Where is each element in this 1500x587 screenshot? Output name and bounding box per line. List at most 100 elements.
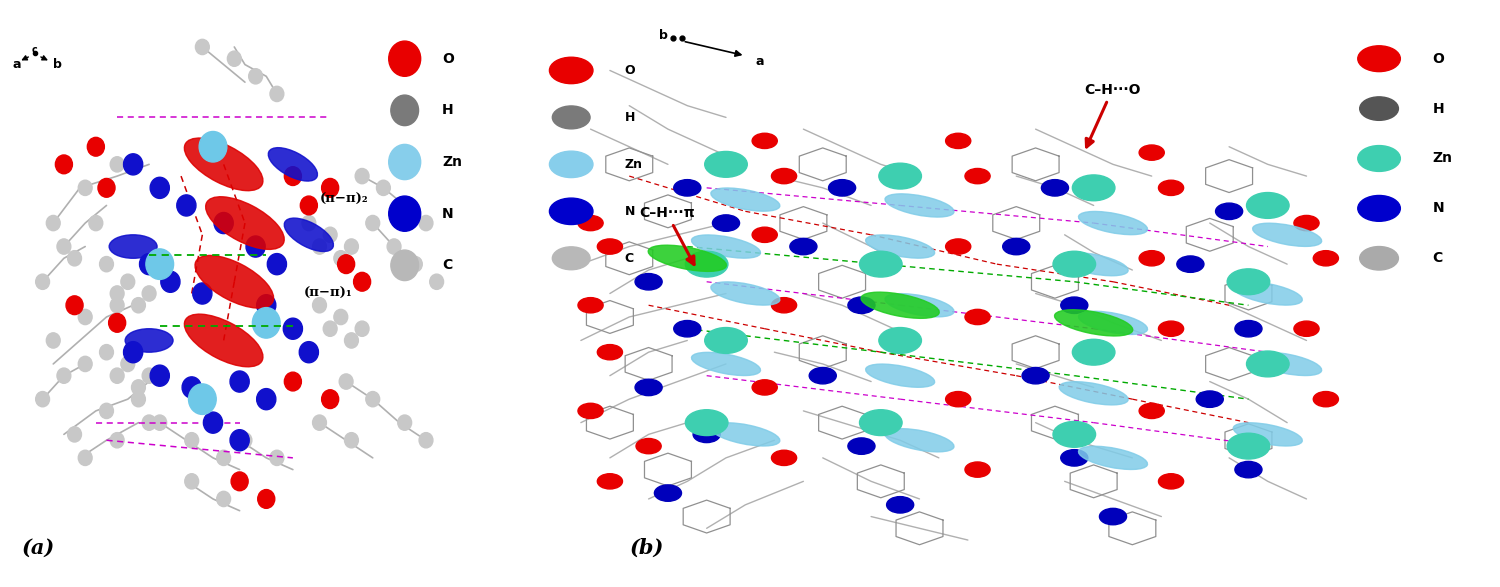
Circle shape: [356, 168, 369, 184]
Circle shape: [78, 180, 92, 195]
Circle shape: [1227, 269, 1269, 295]
Circle shape: [674, 321, 700, 337]
Circle shape: [230, 371, 249, 392]
Circle shape: [366, 215, 380, 231]
Circle shape: [419, 433, 434, 448]
Circle shape: [142, 368, 156, 383]
Circle shape: [549, 151, 592, 178]
Circle shape: [1053, 251, 1095, 277]
Circle shape: [654, 485, 681, 501]
Text: H: H: [624, 111, 634, 124]
Ellipse shape: [692, 235, 760, 258]
Circle shape: [36, 392, 50, 407]
Circle shape: [945, 133, 970, 149]
Circle shape: [354, 272, 370, 291]
Circle shape: [1246, 351, 1288, 377]
Ellipse shape: [885, 294, 954, 317]
Ellipse shape: [1054, 310, 1132, 336]
Circle shape: [312, 298, 327, 313]
Circle shape: [419, 215, 434, 231]
Circle shape: [99, 345, 114, 360]
Circle shape: [68, 251, 81, 266]
Ellipse shape: [1252, 223, 1322, 247]
Circle shape: [231, 472, 248, 491]
Circle shape: [847, 438, 874, 454]
Circle shape: [859, 410, 901, 436]
Circle shape: [1215, 203, 1242, 220]
Circle shape: [1359, 97, 1398, 120]
Circle shape: [376, 180, 390, 195]
Text: N: N: [624, 205, 634, 218]
Circle shape: [177, 195, 197, 216]
Ellipse shape: [865, 235, 934, 258]
Circle shape: [246, 236, 266, 257]
Circle shape: [132, 392, 146, 407]
Circle shape: [1060, 450, 1088, 466]
Text: a: a: [754, 55, 764, 68]
Circle shape: [108, 313, 126, 332]
Circle shape: [66, 296, 82, 315]
Circle shape: [945, 392, 970, 407]
Ellipse shape: [184, 138, 262, 191]
Circle shape: [429, 274, 444, 289]
Text: Zn: Zn: [442, 155, 462, 169]
Circle shape: [110, 286, 125, 301]
Circle shape: [256, 295, 276, 316]
Circle shape: [321, 390, 339, 409]
Text: N: N: [442, 207, 453, 221]
Ellipse shape: [861, 292, 939, 318]
Circle shape: [322, 321, 338, 336]
Circle shape: [270, 450, 284, 465]
Circle shape: [146, 249, 174, 279]
Circle shape: [132, 298, 146, 313]
Circle shape: [964, 462, 990, 477]
Circle shape: [184, 474, 198, 489]
Circle shape: [1246, 193, 1288, 218]
Ellipse shape: [110, 235, 158, 258]
Circle shape: [674, 180, 700, 196]
Ellipse shape: [1233, 423, 1302, 446]
Ellipse shape: [865, 364, 934, 387]
Circle shape: [636, 438, 662, 454]
Circle shape: [345, 433, 358, 448]
Circle shape: [110, 298, 125, 313]
Circle shape: [847, 297, 874, 313]
Ellipse shape: [1078, 311, 1148, 335]
Ellipse shape: [692, 352, 760, 376]
Circle shape: [345, 333, 358, 348]
Circle shape: [752, 133, 777, 149]
Circle shape: [160, 271, 180, 292]
Ellipse shape: [885, 194, 954, 217]
Circle shape: [238, 433, 252, 448]
Circle shape: [686, 251, 728, 277]
Circle shape: [693, 426, 720, 443]
Circle shape: [285, 372, 302, 391]
Circle shape: [392, 95, 418, 126]
Circle shape: [270, 86, 284, 102]
Circle shape: [771, 298, 796, 313]
Circle shape: [99, 257, 114, 272]
Circle shape: [302, 215, 316, 231]
Circle shape: [1138, 251, 1164, 266]
Circle shape: [597, 239, 622, 254]
Circle shape: [1358, 195, 1401, 221]
Circle shape: [312, 239, 327, 254]
Circle shape: [252, 308, 280, 338]
Ellipse shape: [195, 255, 273, 308]
Circle shape: [808, 367, 837, 384]
Text: C: C: [1432, 251, 1443, 265]
Circle shape: [258, 490, 274, 508]
Circle shape: [549, 57, 592, 83]
Circle shape: [1053, 421, 1095, 447]
Circle shape: [214, 212, 232, 234]
Circle shape: [886, 497, 914, 513]
Circle shape: [57, 368, 70, 383]
Ellipse shape: [1078, 446, 1148, 470]
Ellipse shape: [1059, 382, 1128, 405]
Circle shape: [57, 239, 70, 254]
Text: (b): (b): [630, 538, 663, 558]
Text: C–H···π: C–H···π: [639, 206, 694, 265]
Circle shape: [142, 286, 156, 301]
Circle shape: [1314, 251, 1338, 266]
Circle shape: [398, 198, 411, 213]
